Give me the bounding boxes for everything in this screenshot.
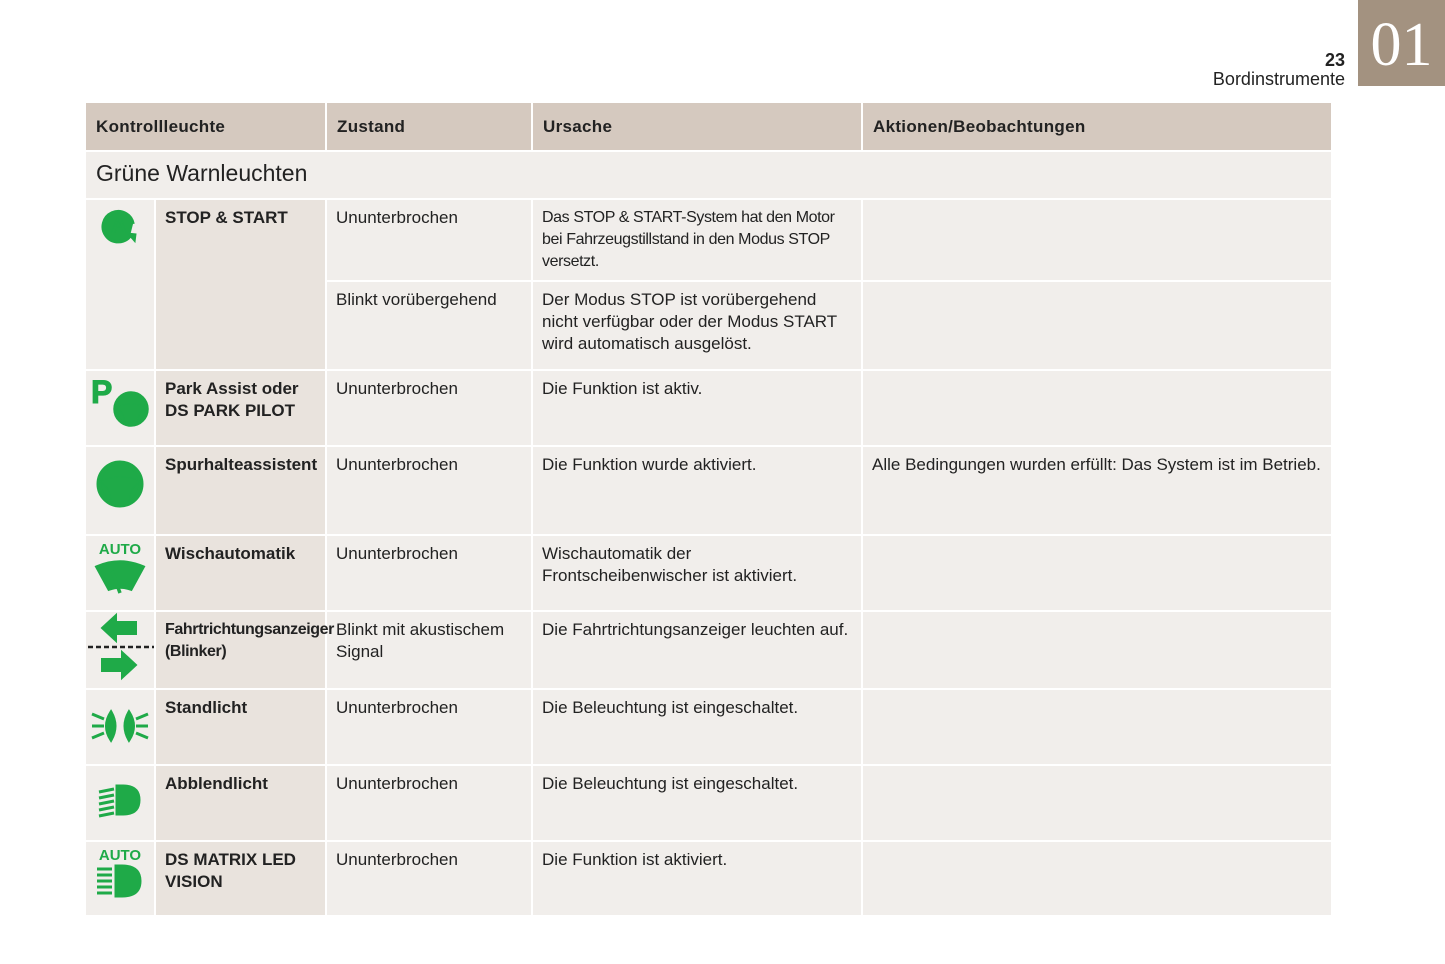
light-name: STOP & START: [156, 200, 326, 369]
chapter-tab: 01: [1358, 0, 1445, 86]
action-cell: [863, 282, 1331, 369]
page-title: Bordinstrumente: [1212, 69, 1345, 89]
header-zustand: Zustand: [327, 103, 532, 150]
warning-lights-table: Kontrollleuchte Zustand Ursache Aktionen…: [84, 101, 1333, 917]
light-name: Park Assist oder DS PARK PILOT: [156, 371, 326, 445]
action-cell: [863, 200, 1331, 280]
cause-cell: Die Beleuchtung ist eingeschaltet.: [533, 690, 862, 764]
park-assist-icon: P: [86, 371, 154, 445]
state-cell: Blinkt vorübergehend: [327, 282, 532, 369]
cause-cell: Die Funktion ist aktiv.: [533, 371, 862, 445]
state-cell: Ununterbrochen: [327, 371, 532, 445]
table-row: AUTO DS MATRIX LED VISION Ununterbrochen…: [86, 842, 1331, 915]
light-name: Fahrtrichtungsanzeiger (Blinker): [156, 612, 334, 688]
auto-label: AUTO: [98, 541, 142, 558]
cause-cell: Die Funktion wurde aktiviert.: [533, 447, 862, 534]
stop-start-icon: A: [86, 200, 154, 369]
table-row: P Park Assist oder DS PARK PILOT Ununter…: [86, 371, 1331, 445]
table-row: Standlicht Ununterbrochen Die Beleuchtun…: [86, 690, 1331, 764]
light-name: Spurhalteassistent: [156, 447, 326, 534]
action-cell: [863, 766, 1331, 840]
section-title: Grüne Warnleuchten: [86, 152, 1331, 198]
cause-cell: Der Modus STOP ist vorübergehend nicht v…: [533, 282, 862, 369]
cause-cell: Das STOP & START-System hat den Motor be…: [533, 200, 862, 280]
cause-cell: Wischautomatik der Frontscheibenwischer …: [533, 536, 862, 610]
svg-text:P: P: [91, 377, 112, 410]
svg-text:A: A: [111, 213, 127, 238]
state-cell: Ununterbrochen: [327, 766, 532, 840]
action-cell: [863, 842, 1331, 915]
state-cell: Ununterbrochen: [327, 447, 532, 534]
state-cell: Ununterbrochen: [327, 536, 532, 610]
table-row: Fahrtrichtungsanzeiger (Blinker) Blinkt …: [86, 612, 1331, 688]
state-cell: Ununterbrochen: [327, 690, 532, 764]
cause-cell: Die Beleuchtung ist eingeschaltet.: [533, 766, 862, 840]
action-cell: Alle Bedingungen wurden erfüllt: Das Sys…: [863, 447, 1331, 534]
low-beam-icon: [86, 766, 154, 840]
action-cell: [863, 371, 1331, 445]
action-cell: [863, 690, 1331, 764]
state-cell: Ununterbrochen: [327, 200, 532, 280]
table-row: Abblendlicht Ununterbrochen Die Beleucht…: [86, 766, 1331, 840]
steering-wheel-icon: [86, 447, 154, 534]
action-cell: [863, 612, 1331, 688]
state-cell: Ununterbrochen: [327, 842, 532, 915]
auto-wiper-icon: AUTO: [86, 536, 154, 610]
side-lights-icon: [86, 690, 154, 764]
table-header: Kontrollleuchte Zustand Ursache Aktionen…: [86, 103, 1331, 150]
matrix-led-icon: AUTO: [86, 842, 154, 915]
light-name: Abblendlicht: [156, 766, 326, 840]
cause-cell: Die Fahrtrichtungsanzeiger leuchten auf.: [533, 612, 862, 688]
table-row: AUTO Wischautomatik Ununterbrochen Wisch…: [86, 536, 1331, 610]
table-row: Blinkt vorübergehend Der Modus STOP ist …: [86, 282, 1331, 369]
turn-signal-icon: [86, 612, 154, 688]
auto-label: AUTO: [98, 847, 142, 864]
light-name: Standlicht: [156, 690, 326, 764]
light-name: DS MATRIX LED VISION: [156, 842, 326, 915]
page-number: 23: [1324, 50, 1345, 70]
action-cell: [863, 536, 1331, 610]
table-row: Spurhalteassistent Ununterbrochen Die Fu…: [86, 447, 1331, 534]
light-name: Wischautomatik: [156, 536, 326, 610]
header-ursache: Ursache: [533, 103, 862, 150]
header-kontrollleuchte: Kontrollleuchte: [86, 103, 326, 150]
table-row: A STOP & START Ununterbrochen Das STOP &…: [86, 200, 1331, 369]
cause-cell: Die Funktion ist aktiviert.: [533, 842, 862, 915]
state-cell: Blinkt mit akustischem Signal: [327, 612, 532, 688]
header-aktionen: Aktionen/Beobachtungen: [863, 103, 1331, 150]
